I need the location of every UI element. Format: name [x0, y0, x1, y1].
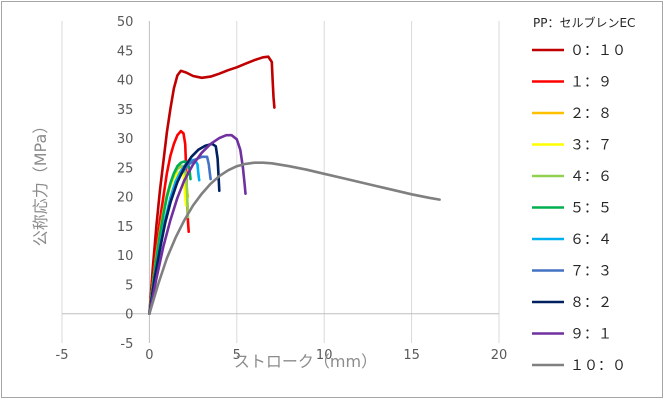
tick-labels: -5 0 5 10 15 20 25 30 35 40 45 50 -5 0 5 10 15 20	[56, 15, 508, 363]
legend-label: ３：７	[570, 138, 612, 154]
series-line-8	[148, 142, 221, 316]
legend-items: ０：１０ １：９ ２：８ ３：７ ４：６ ５：５ ６：４ ７：３ ８：２ ９：１ １０：０	[532, 43, 626, 374]
legend: PP：セルブレンEC ０：１０ １：９ ２：８ ３：７ ４：６ ５：５ ６：４ ７：３ ８：２ ９…	[532, 15, 635, 374]
legend-label: ８：２	[570, 295, 612, 311]
y-tick-label: 20	[117, 191, 134, 206]
y-tick-label: 35	[117, 103, 134, 118]
x-tick-label: 0	[145, 348, 153, 363]
axes	[62, 21, 499, 343]
series-line-0	[148, 55, 276, 316]
series-line-10	[148, 161, 441, 316]
y-tick-label: 5	[125, 278, 133, 293]
legend-label: ４：６	[570, 169, 612, 185]
series-lines	[148, 55, 441, 316]
legend-label: ９：１	[570, 327, 612, 343]
legend-label: ０：１０	[570, 43, 626, 59]
x-tick-label: 10	[316, 348, 333, 363]
y-tick-label: -5	[120, 337, 133, 352]
x-tick-label: 5	[233, 348, 241, 363]
y-tick-label: 0	[125, 308, 133, 323]
gridlines	[61, 21, 500, 343]
y-tick-label: 15	[117, 220, 134, 235]
x-tick-label: 15	[403, 348, 420, 363]
y-tick-label: 10	[117, 249, 134, 264]
legend-label: ６：４	[570, 232, 612, 248]
legend-label: ２：８	[570, 106, 612, 122]
legend-label: １０：０	[570, 358, 626, 374]
y-tick-label: 50	[117, 15, 134, 30]
legend-label: １：９	[570, 75, 612, 91]
legend-label: ５：５	[570, 201, 612, 217]
y-tick-label: 25	[117, 161, 134, 176]
x-tick-label: -5	[56, 348, 69, 363]
series-line-9	[148, 133, 247, 316]
x-tick-label: 20	[491, 348, 508, 363]
y-axis-title: 公称応力（MPa）	[31, 118, 50, 247]
y-tick-label: 30	[117, 132, 134, 147]
y-tick-label: 45	[117, 44, 134, 59]
y-tick-label: 40	[117, 74, 134, 89]
legend-title: PP：セルブレンEC	[533, 15, 635, 30]
legend-label: ７：３	[570, 264, 612, 280]
x-axis-title: ストローク（mm）	[234, 352, 377, 371]
